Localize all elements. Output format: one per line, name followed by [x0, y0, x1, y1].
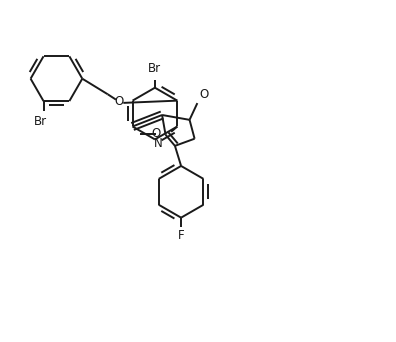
Text: O: O — [114, 95, 124, 108]
Text: O: O — [199, 88, 208, 101]
Text: O: O — [152, 127, 161, 140]
Text: N: N — [154, 137, 162, 150]
Text: F: F — [178, 229, 185, 242]
Text: Br: Br — [34, 116, 47, 129]
Text: Br: Br — [148, 62, 162, 75]
